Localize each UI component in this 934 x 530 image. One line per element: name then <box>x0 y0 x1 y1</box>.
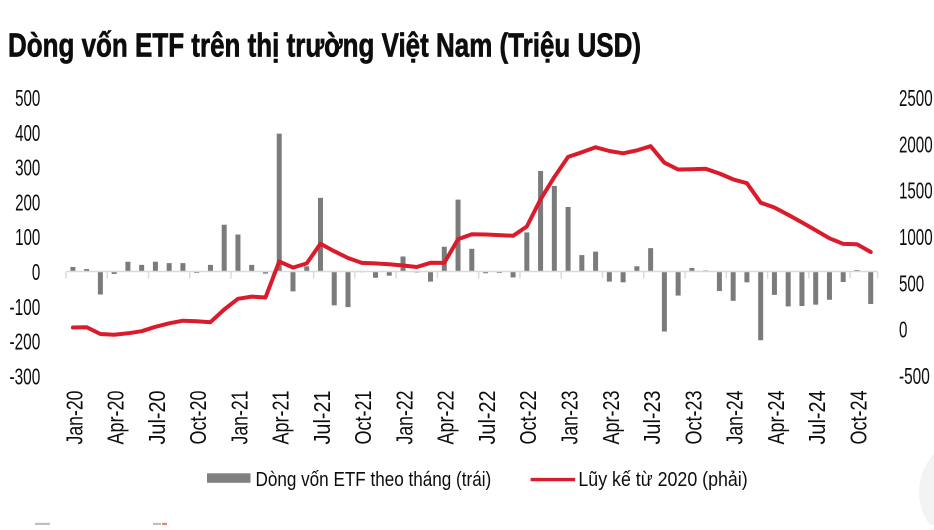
svg-text:500: 500 <box>15 85 40 111</box>
svg-text:0: 0 <box>32 259 40 285</box>
svg-text:Jul-21: Jul-21 <box>309 391 335 445</box>
svg-text:Oct-22: Oct-22 <box>515 391 541 445</box>
svg-text:2500: 2500 <box>899 85 933 111</box>
svg-text:Jan-20: Jan-20 <box>61 391 87 445</box>
svg-text:Oct-20: Oct-20 <box>185 391 211 445</box>
svg-text:Apr-24: Apr-24 <box>763 390 789 444</box>
svg-text:1500: 1500 <box>899 178 933 204</box>
svg-text:1000: 1000 <box>899 224 933 250</box>
svg-text:Apr-23: Apr-23 <box>598 391 624 445</box>
svg-text:Apr-20: Apr-20 <box>103 391 129 445</box>
svg-text:Jul-20: Jul-20 <box>144 391 170 445</box>
svg-text:-200: -200 <box>10 329 41 355</box>
svg-text:-300: -300 <box>10 363 41 389</box>
svg-text:Lũy kế từ 2020 (phải): Lũy kế từ 2020 (phải) <box>578 469 747 491</box>
svg-text:300: 300 <box>15 155 40 181</box>
svg-text:-100: -100 <box>10 294 41 320</box>
svg-text:Jul-23: Jul-23 <box>639 391 665 445</box>
svg-text:Jan-23: Jan-23 <box>557 391 583 445</box>
svg-text:Oct-21: Oct-21 <box>350 391 376 445</box>
svg-text:Apr-21: Apr-21 <box>268 391 294 445</box>
svg-text:200: 200 <box>15 189 40 215</box>
svg-text:Dòng vốn ETF theo tháng (trái): Dòng vốn ETF theo tháng (trái) <box>256 469 492 491</box>
svg-text:2000: 2000 <box>899 131 933 157</box>
svg-text:0: 0 <box>899 317 907 343</box>
svg-text:Dòng vốn ETF trên thị trường V: Dòng vốn ETF trên thị trường Việt Nam (T… <box>8 28 641 65</box>
svg-text:Jul-22: Jul-22 <box>474 391 500 445</box>
svg-text:Jul-24: Jul-24 <box>804 390 830 444</box>
svg-text:Jan-24: Jan-24 <box>722 390 748 444</box>
svg-text:Jan-21: Jan-21 <box>226 391 252 445</box>
svg-text:-500: -500 <box>899 363 930 389</box>
svg-text:Oct-24: Oct-24 <box>845 390 871 444</box>
svg-text:Apr-22: Apr-22 <box>433 391 459 445</box>
svg-text:400: 400 <box>15 120 40 146</box>
svg-text:Jan-22: Jan-22 <box>391 391 417 445</box>
svg-text:Oct-23: Oct-23 <box>680 391 706 445</box>
svg-text:100: 100 <box>15 224 40 250</box>
svg-text:500: 500 <box>899 270 924 296</box>
